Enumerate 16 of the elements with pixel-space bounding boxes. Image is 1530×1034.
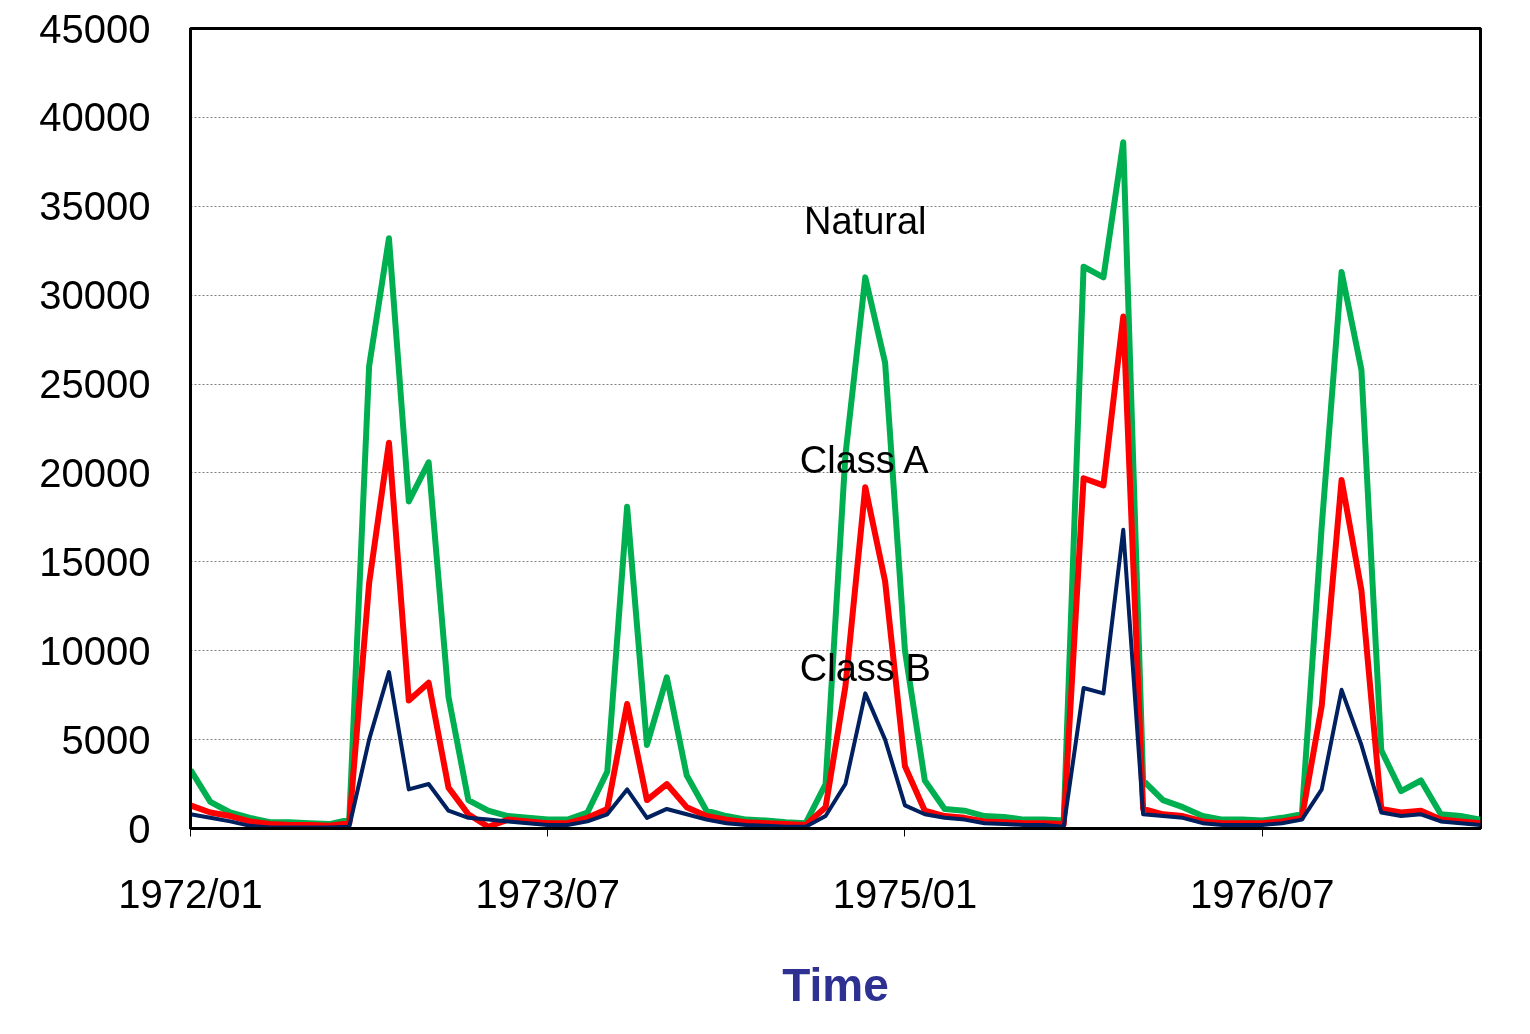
- y-tick-label: 40000: [39, 95, 151, 140]
- y-tick-label: 30000: [39, 273, 151, 318]
- y-tick-label: 35000: [39, 184, 151, 229]
- x-tick-label: 1972/01: [118, 871, 263, 916]
- y-tick-label: 20000: [39, 450, 151, 495]
- y-tick-label: 45000: [39, 6, 151, 51]
- x-tick-label: 1976/07: [1189, 871, 1335, 916]
- series-label: Natural: [804, 200, 927, 243]
- y-tick-label: 25000: [39, 362, 151, 407]
- x-axis-title: Time: [782, 958, 889, 1011]
- y-tick-label: 15000: [39, 539, 151, 584]
- y-tick-label: 5000: [61, 717, 151, 762]
- y-tick-label: 10000: [39, 628, 151, 673]
- x-tick-label: 1975/01: [832, 871, 978, 916]
- y-tick-label: 0: [128, 806, 151, 851]
- x-tick-label: 1973/07: [475, 871, 621, 916]
